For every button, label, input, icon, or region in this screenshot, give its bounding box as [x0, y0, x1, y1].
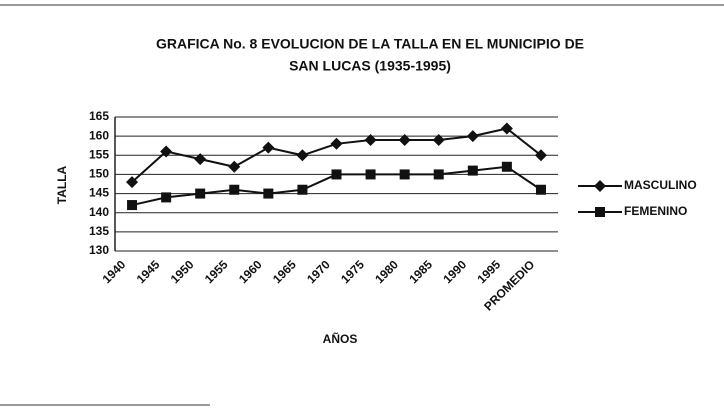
marker: [331, 169, 342, 180]
y-tick-label: 130: [89, 243, 109, 257]
x-tick-label: 1975: [338, 257, 367, 286]
marker: [500, 122, 513, 135]
x-tick-label: 1985: [406, 257, 435, 286]
marker: [161, 192, 172, 203]
marker: [501, 161, 512, 172]
x-tick-label: 1995: [474, 257, 503, 286]
marker: [229, 184, 240, 195]
marker: [466, 130, 479, 143]
marker: [595, 207, 605, 217]
marker: [364, 133, 377, 146]
marker: [228, 160, 241, 173]
marker: [594, 180, 606, 192]
x-tick-label: 1960: [236, 257, 265, 286]
y-tick-label: 165: [89, 109, 109, 123]
x-tick-label: 1955: [202, 257, 231, 286]
chart-title: GRAFICA No. 8 EVOLUCION DE LA TALLA EN E…: [156, 36, 584, 52]
marker: [296, 149, 309, 162]
marker: [433, 169, 444, 180]
y-axis-label: TALLA: [55, 165, 69, 204]
x-tick-label: 1990: [440, 257, 469, 286]
y-tick-label: 150: [89, 167, 109, 181]
legend-label: MASCULINO: [624, 178, 697, 192]
x-tick-label: 1980: [372, 257, 401, 286]
marker: [534, 149, 547, 162]
x-axis-label: AÑOS: [323, 331, 358, 346]
marker: [467, 165, 478, 176]
marker: [398, 133, 411, 146]
marker: [399, 169, 410, 180]
marker: [195, 188, 206, 199]
y-tick-label: 155: [89, 147, 109, 161]
x-tick-label: 1970: [304, 257, 333, 286]
marker: [535, 184, 546, 195]
marker: [127, 200, 138, 211]
marker: [160, 145, 173, 158]
marker: [263, 188, 274, 199]
x-tick-label: 1950: [168, 257, 197, 286]
marker: [432, 133, 445, 146]
y-tick-label: 160: [89, 128, 109, 142]
marker: [365, 169, 376, 180]
x-tick-label: 1965: [270, 257, 299, 286]
legend-label: FEMENINO: [624, 204, 687, 218]
marker: [297, 184, 308, 195]
x-tick-label: 1940: [100, 257, 129, 286]
y-tick-label: 145: [89, 186, 109, 200]
y-tick-label: 135: [89, 224, 109, 238]
chart-title: SAN LUCAS (1935-1995): [289, 58, 451, 74]
marker: [262, 141, 275, 154]
y-tick-label: 140: [89, 205, 109, 219]
marker: [194, 153, 207, 166]
marker: [330, 137, 343, 150]
x-tick-label: 1945: [134, 257, 163, 286]
marker: [126, 176, 139, 189]
